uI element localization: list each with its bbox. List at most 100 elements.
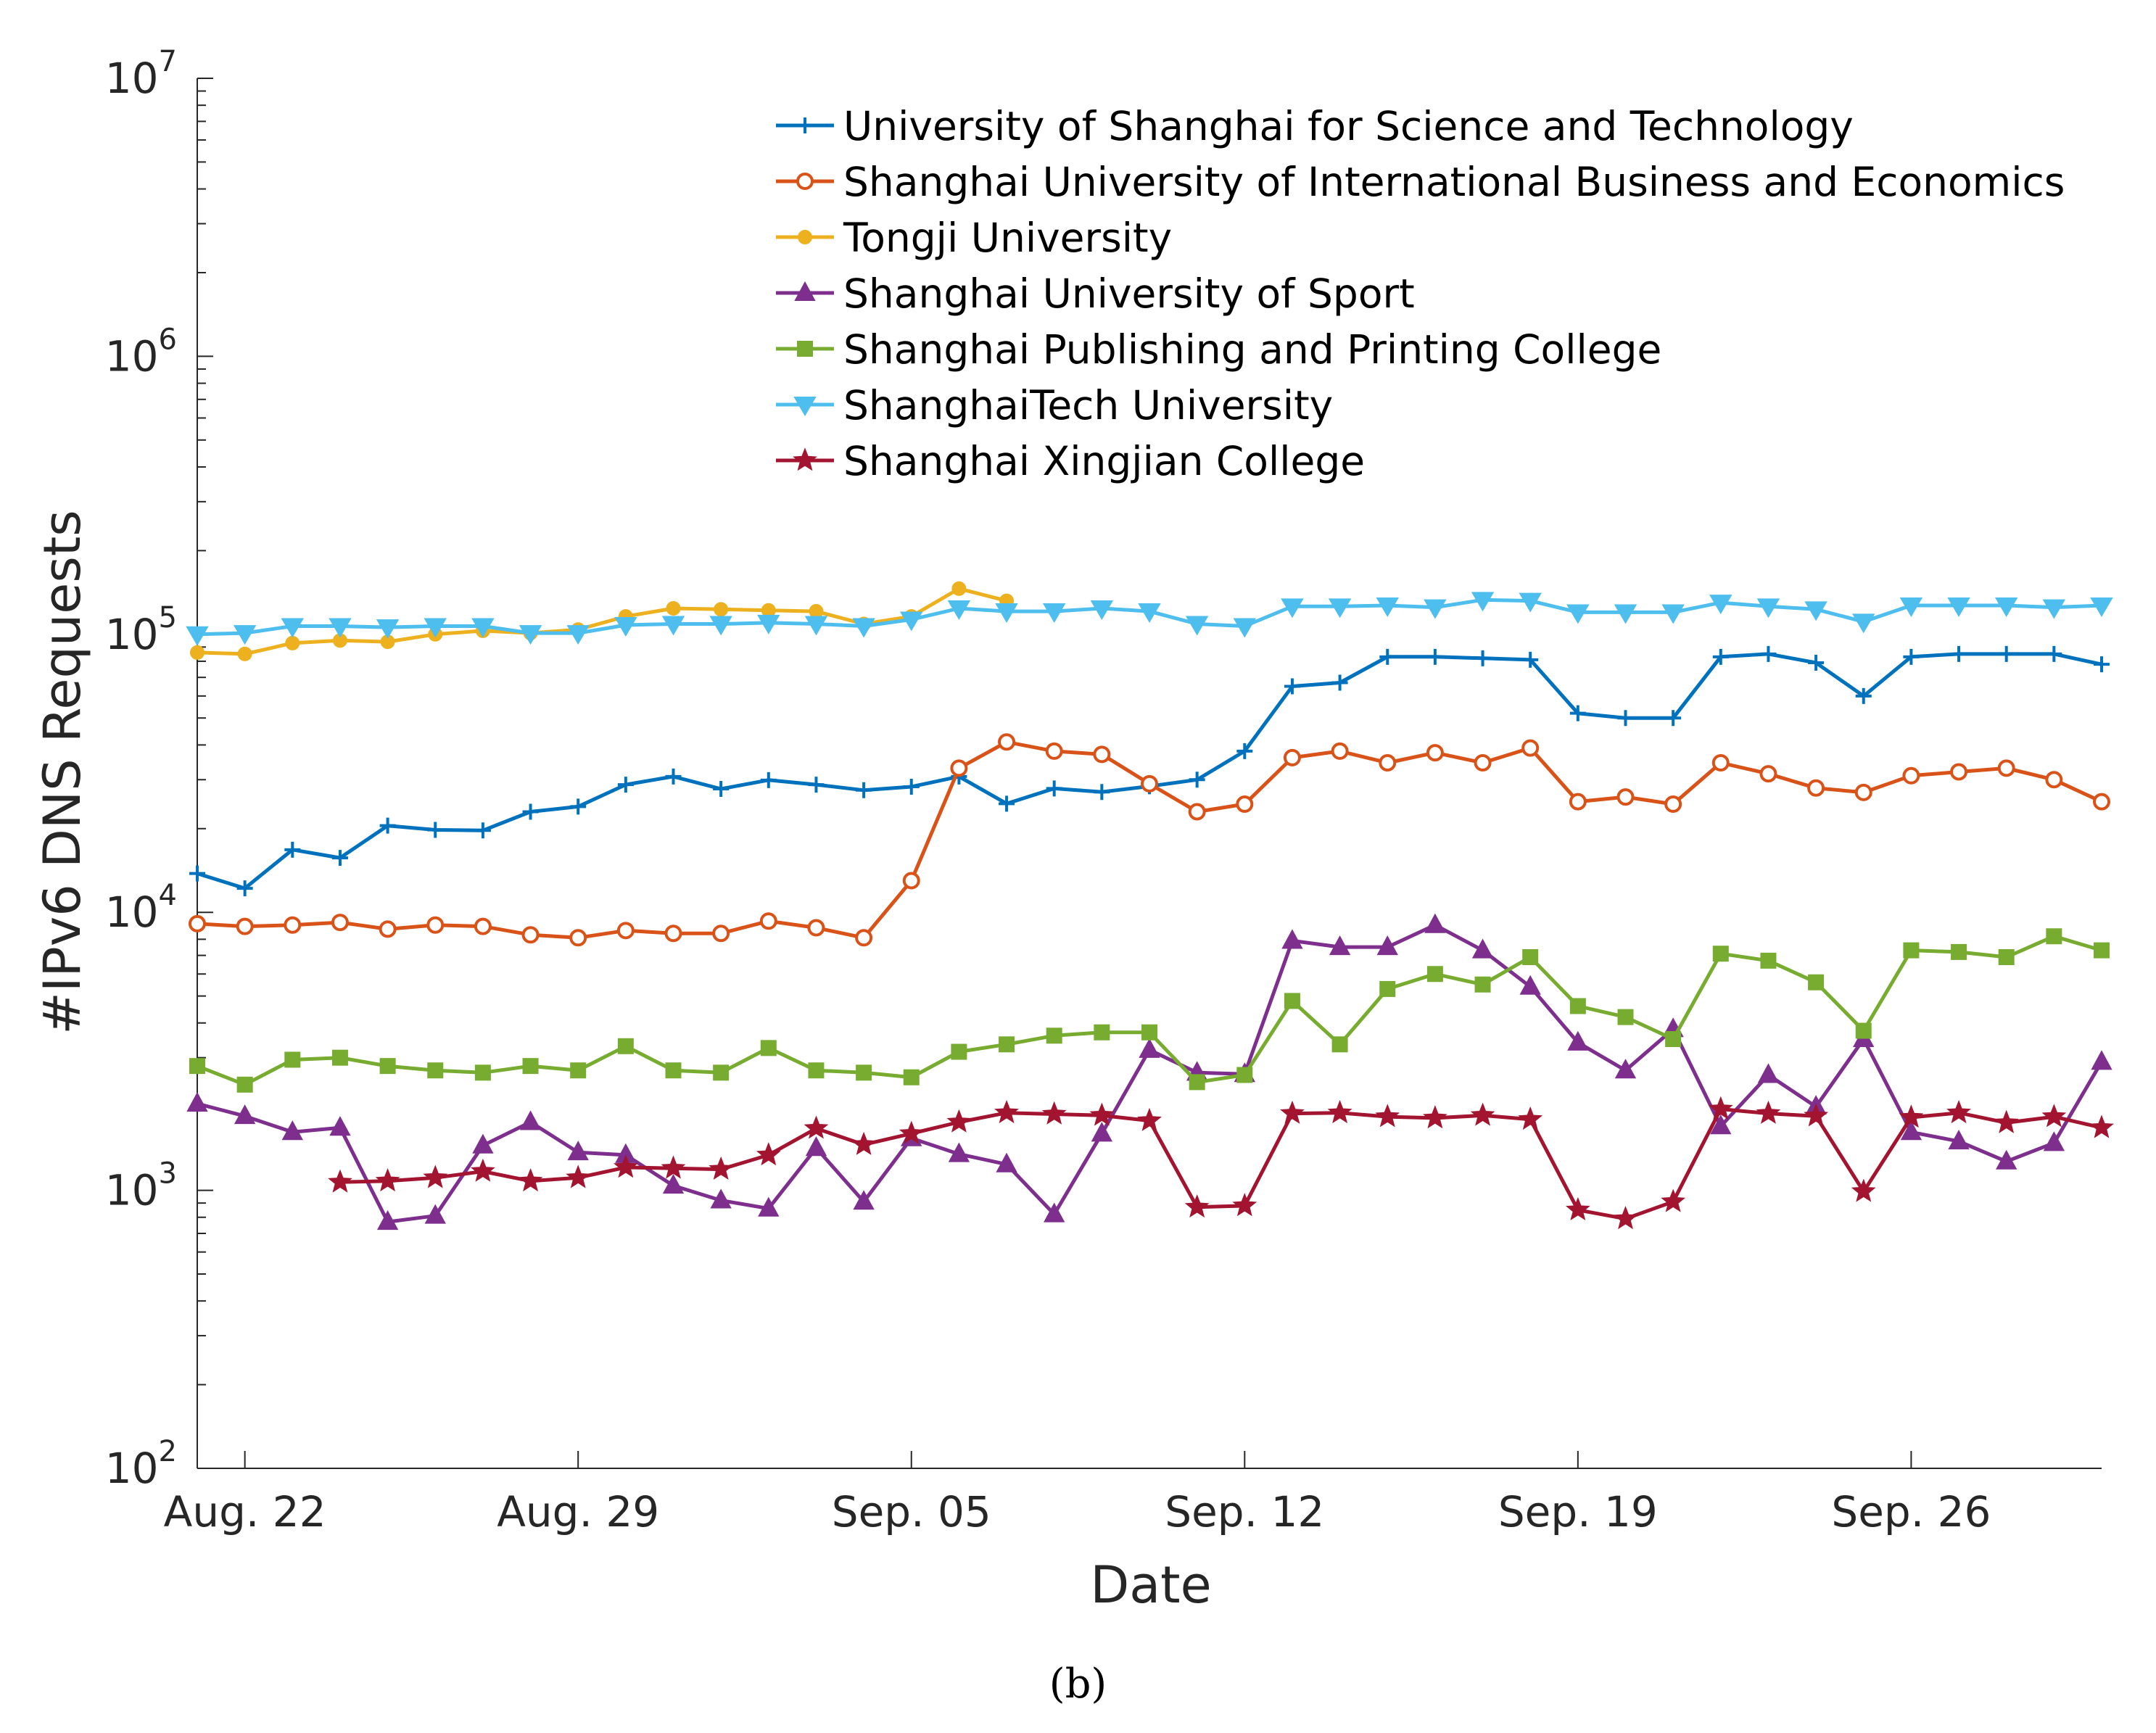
data-point (1046, 1027, 1062, 1044)
data-point (1426, 744, 1444, 762)
y-axis-ticks: 102 103 104 105 106 107 (105, 45, 213, 1493)
data-point (570, 1062, 587, 1079)
legend-entry: Shanghai Xingjian College (776, 438, 1365, 484)
data-point (1712, 946, 1729, 962)
data-point (1094, 1024, 1110, 1041)
data-point (331, 914, 349, 932)
data-point (2094, 942, 2110, 959)
series-7 (328, 1096, 2114, 1230)
data-point (855, 929, 873, 947)
plot-area (197, 78, 2102, 1469)
series-line (197, 740, 2103, 940)
data-point (427, 1062, 444, 1079)
data-point (1045, 742, 1063, 760)
data-point (189, 914, 206, 932)
data-point (1331, 1036, 1348, 1053)
data-point (281, 618, 305, 638)
data-point (797, 341, 813, 357)
data-point (379, 920, 397, 938)
data-point (1329, 935, 1351, 956)
data-point (284, 841, 301, 858)
data-point (331, 1049, 348, 1066)
data-point (190, 645, 205, 660)
data-point (1283, 748, 1301, 766)
data-point (1281, 598, 1304, 619)
data-point (1093, 745, 1111, 764)
data-point (1569, 705, 1586, 721)
legend-label: Tongji University (843, 215, 1172, 261)
data-point (1184, 1194, 1210, 1218)
series-line (339, 1107, 2102, 1221)
data-point (756, 1142, 781, 1166)
data-point (758, 1196, 780, 1217)
data-point (2089, 1114, 2114, 1138)
data-point (1141, 1024, 1157, 1041)
legend-label: Shanghai Xingjian College (843, 438, 1365, 484)
data-point (1760, 952, 1777, 969)
data-point (1474, 650, 1491, 666)
data-point (566, 625, 590, 645)
data-point (1236, 1067, 1253, 1083)
data-point (1711, 754, 1730, 772)
y-tick-label: 103 (105, 1157, 177, 1215)
legend-entry: Shanghai Publishing and Printing College (776, 326, 1661, 373)
data-point (424, 1204, 446, 1224)
data-point (1280, 1100, 1305, 1124)
data-point (379, 817, 396, 834)
data-point (1042, 603, 1066, 624)
data-point (285, 635, 300, 650)
data-point (665, 768, 682, 785)
data-point (1232, 1193, 1257, 1217)
data-point (662, 1173, 685, 1194)
data-point (189, 865, 205, 882)
data-point (1997, 759, 2015, 777)
data-point (329, 618, 352, 638)
data-point (379, 1058, 396, 1075)
data-point (1379, 648, 1396, 665)
legend-label: Shanghai Publishing and Printing College (843, 326, 1661, 373)
data-point (1518, 1106, 1543, 1130)
x-tick-label: Aug. 29 (497, 1487, 659, 1536)
data-point (951, 581, 967, 596)
data-point (793, 397, 817, 416)
data-point (518, 1168, 543, 1192)
data-point (2043, 1131, 2065, 1151)
data-point (1951, 645, 1967, 662)
data-point (1236, 743, 1253, 759)
data-point (1617, 710, 1634, 727)
data-point (805, 1136, 827, 1157)
data-point (1522, 948, 1539, 965)
data-point (948, 1142, 970, 1162)
data-point (1188, 803, 1206, 821)
data-point (1046, 780, 1062, 797)
data-point (2094, 656, 2110, 673)
data-point (1613, 1206, 1638, 1230)
data-point (1665, 710, 1682, 727)
data-point (1951, 943, 1967, 960)
data-point (1284, 678, 1300, 695)
data-point (1948, 1129, 1970, 1150)
data-point (1376, 597, 1399, 617)
data-point (426, 916, 445, 934)
data-point (793, 447, 817, 471)
data-point (1852, 613, 1875, 634)
data-point (1567, 1030, 1589, 1051)
data-point (2093, 793, 2110, 811)
data-point (808, 777, 825, 793)
x-tick-label: Sep. 19 (1498, 1487, 1658, 1536)
x-tick-label: Sep. 26 (1831, 1487, 1991, 1536)
data-point (616, 922, 635, 940)
data-point (1899, 1104, 1924, 1128)
data-point (1379, 754, 1397, 772)
legend-label: ShanghaiTech University (843, 382, 1333, 429)
data-point (424, 618, 447, 638)
data-point (853, 1190, 875, 1210)
data-point (522, 1058, 539, 1075)
series-6 (186, 592, 2113, 646)
data-point (712, 925, 730, 943)
data-point (1379, 980, 1396, 997)
data-point (1899, 597, 1923, 617)
data-point (1233, 618, 1257, 638)
data-point (1710, 1114, 1732, 1135)
data-point (519, 1110, 542, 1130)
